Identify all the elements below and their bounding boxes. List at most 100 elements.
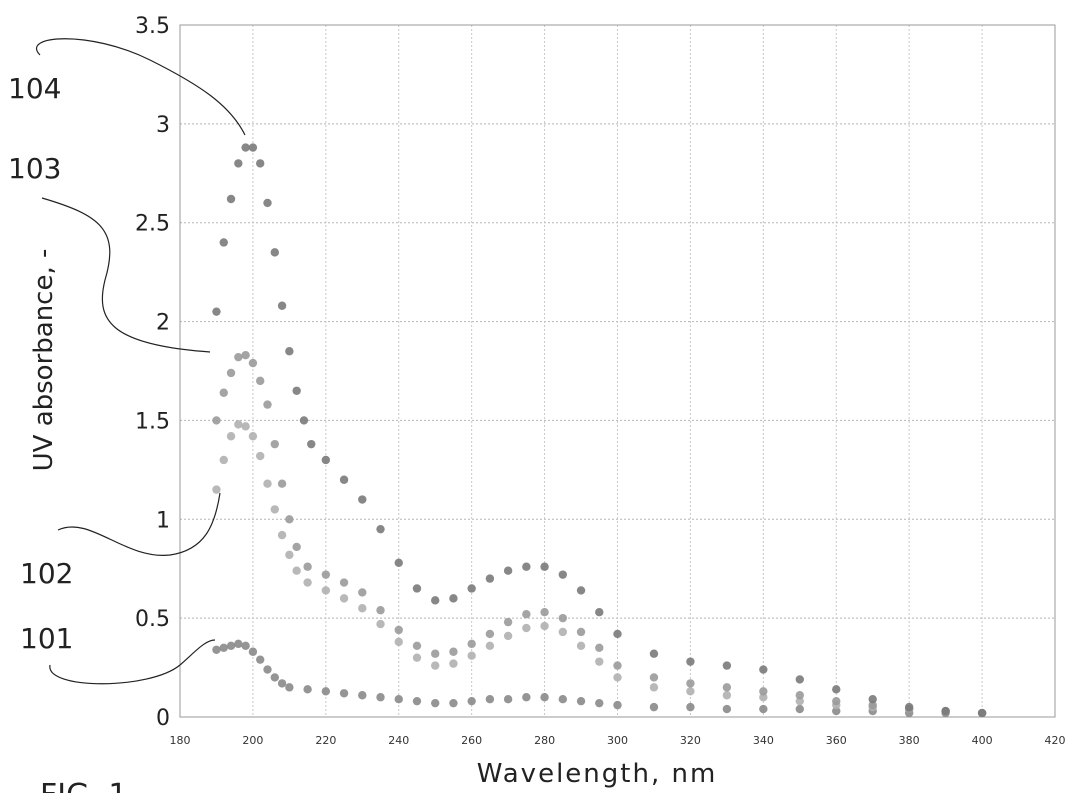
data-point: [503, 617, 513, 627]
data-point: [212, 485, 221, 494]
data-point: [394, 637, 403, 647]
data-point: [467, 584, 476, 593]
data-point: [226, 368, 236, 378]
series-layer: [212, 143, 987, 718]
x-tick-label: 240: [388, 734, 409, 747]
data-point: [540, 621, 549, 631]
y-tick-label: 2.5: [135, 212, 170, 237]
x-tick-label: 320: [680, 734, 701, 747]
data-point: [795, 704, 804, 714]
series-102: [212, 420, 987, 718]
data-point: [376, 606, 385, 615]
data-point: [234, 420, 243, 429]
data-point: [376, 619, 385, 629]
data-point: [285, 550, 294, 560]
leader-line-104: [36, 38, 246, 136]
data-point: [241, 641, 250, 651]
grid-layer: [180, 25, 1055, 717]
x-tick-label: 220: [315, 734, 336, 747]
data-point: [277, 479, 287, 488]
ref-label-101: 101: [20, 622, 73, 655]
data-point: [832, 706, 841, 716]
data-point: [292, 542, 301, 552]
data-point: [722, 704, 732, 714]
data-point: [285, 347, 294, 356]
data-point: [759, 687, 768, 696]
data-point: [613, 700, 622, 710]
data-point: [540, 608, 549, 617]
data-point: [212, 645, 221, 654]
data-point: [219, 455, 228, 465]
data-point: [285, 683, 294, 692]
data-point: [795, 691, 804, 700]
data-point: [219, 238, 228, 247]
data-point: [558, 570, 568, 579]
data-point: [248, 358, 258, 368]
series-104: [212, 143, 987, 718]
data-point: [485, 641, 495, 651]
x-tick-label: 180: [170, 734, 191, 747]
x-tick-label: 260: [461, 734, 482, 747]
y-tick-label: 3.5: [135, 14, 170, 39]
data-point: [263, 665, 272, 674]
data-point: [292, 566, 301, 575]
data-point: [795, 675, 804, 684]
data-point: [868, 695, 877, 704]
data-point: [795, 696, 804, 706]
data-point: [292, 386, 301, 395]
data-point: [485, 629, 495, 639]
data-point: [595, 608, 604, 617]
data-point: [485, 695, 495, 704]
series-103: [212, 350, 987, 718]
x-tick-label: 400: [972, 734, 993, 747]
data-point: [358, 691, 367, 700]
data-point: [449, 594, 458, 603]
data-point: [270, 505, 279, 514]
data-point: [540, 562, 549, 571]
data-point: [722, 661, 732, 670]
data-point: [339, 578, 349, 587]
data-point: [467, 651, 476, 660]
data-point: [226, 641, 236, 651]
data-point: [595, 643, 604, 652]
data-point: [595, 698, 604, 708]
data-point: [241, 422, 250, 431]
data-point: [248, 432, 258, 441]
data-point: [270, 439, 279, 449]
data-point: [376, 524, 385, 534]
data-point: [503, 566, 513, 575]
leader-line-101: [49, 639, 216, 685]
data-point: [299, 416, 309, 425]
data-point: [649, 683, 659, 692]
data-point: [263, 400, 272, 409]
data-point: [226, 432, 236, 441]
data-point: [467, 696, 476, 706]
data-point: [303, 685, 312, 694]
data-point: [321, 687, 331, 696]
data-point: [263, 198, 272, 208]
data-point: [412, 696, 422, 706]
data-point: [522, 609, 531, 619]
data-point: [686, 702, 695, 712]
data-point: [613, 673, 622, 682]
data-point: [649, 702, 659, 712]
data-point: [558, 613, 568, 623]
data-point: [449, 659, 458, 668]
x-tick-label: 360: [826, 734, 847, 747]
ref-label-103: 103: [8, 152, 61, 185]
data-point: [686, 657, 695, 666]
data-point: [358, 495, 367, 504]
y-tick-label: 0.5: [135, 607, 170, 632]
ref-label-102: 102: [20, 557, 73, 590]
x-tick-label: 280: [534, 734, 555, 747]
data-point: [358, 604, 367, 613]
data-point: [941, 706, 950, 716]
data-point: [540, 693, 549, 702]
data-point: [339, 689, 349, 698]
data-point: [277, 301, 287, 310]
data-point: [285, 515, 294, 524]
data-point: [649, 649, 659, 658]
data-point: [339, 594, 349, 603]
x-tick-label: 420: [1045, 734, 1066, 747]
